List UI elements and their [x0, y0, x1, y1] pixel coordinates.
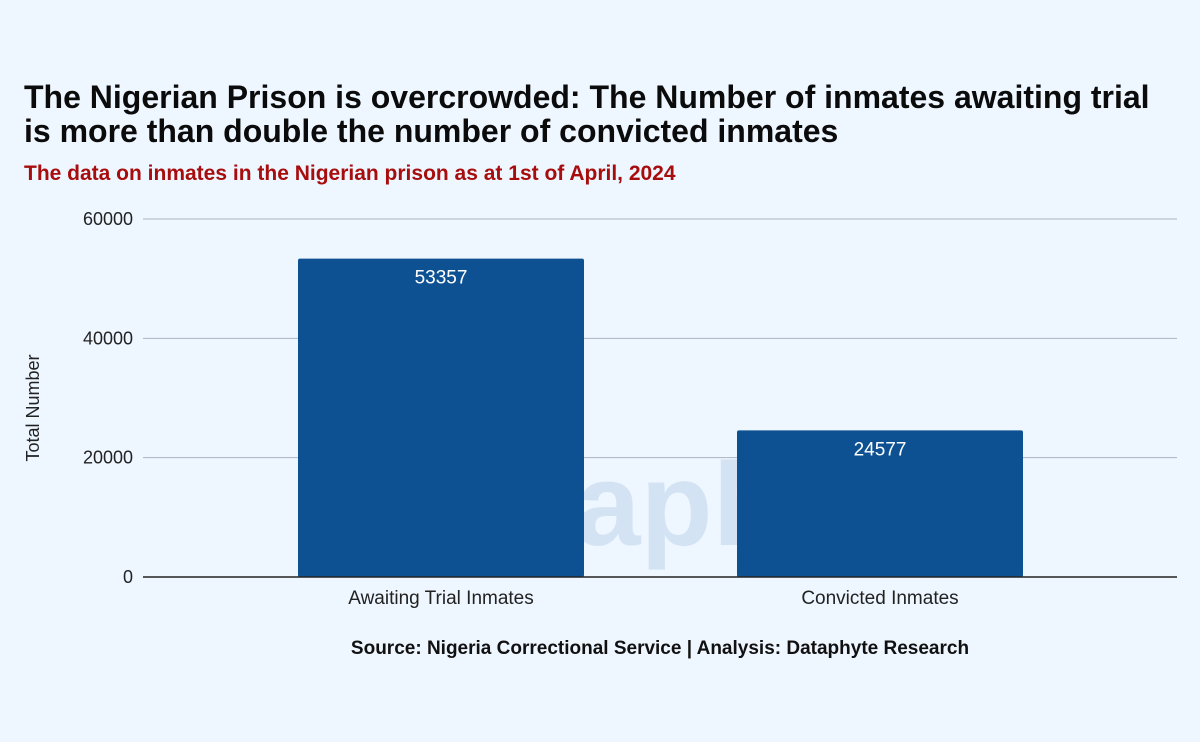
- data-label: 24577: [854, 439, 907, 460]
- bar: [298, 258, 584, 577]
- y-tick-label: 60000: [83, 209, 133, 229]
- data-label: 53357: [415, 268, 468, 289]
- source-note: Source: Nigeria Correctional Service | A…: [350, 638, 970, 659]
- x-tick-label: Awaiting Trial Inmates: [348, 588, 534, 609]
- chart-title: The Nigerian Prison is overcrowded: The …: [24, 79, 1150, 149]
- x-tick-label: Convicted Inmates: [801, 588, 958, 609]
- y-tick-label: 20000: [83, 448, 133, 468]
- chart-subtitle: The data on inmates in the Nigerian pris…: [24, 162, 676, 185]
- y-axis-label: Total Number: [23, 354, 43, 461]
- y-tick-label: 0: [123, 567, 133, 587]
- y-tick-label: 40000: [83, 328, 133, 348]
- bar: [737, 430, 1023, 577]
